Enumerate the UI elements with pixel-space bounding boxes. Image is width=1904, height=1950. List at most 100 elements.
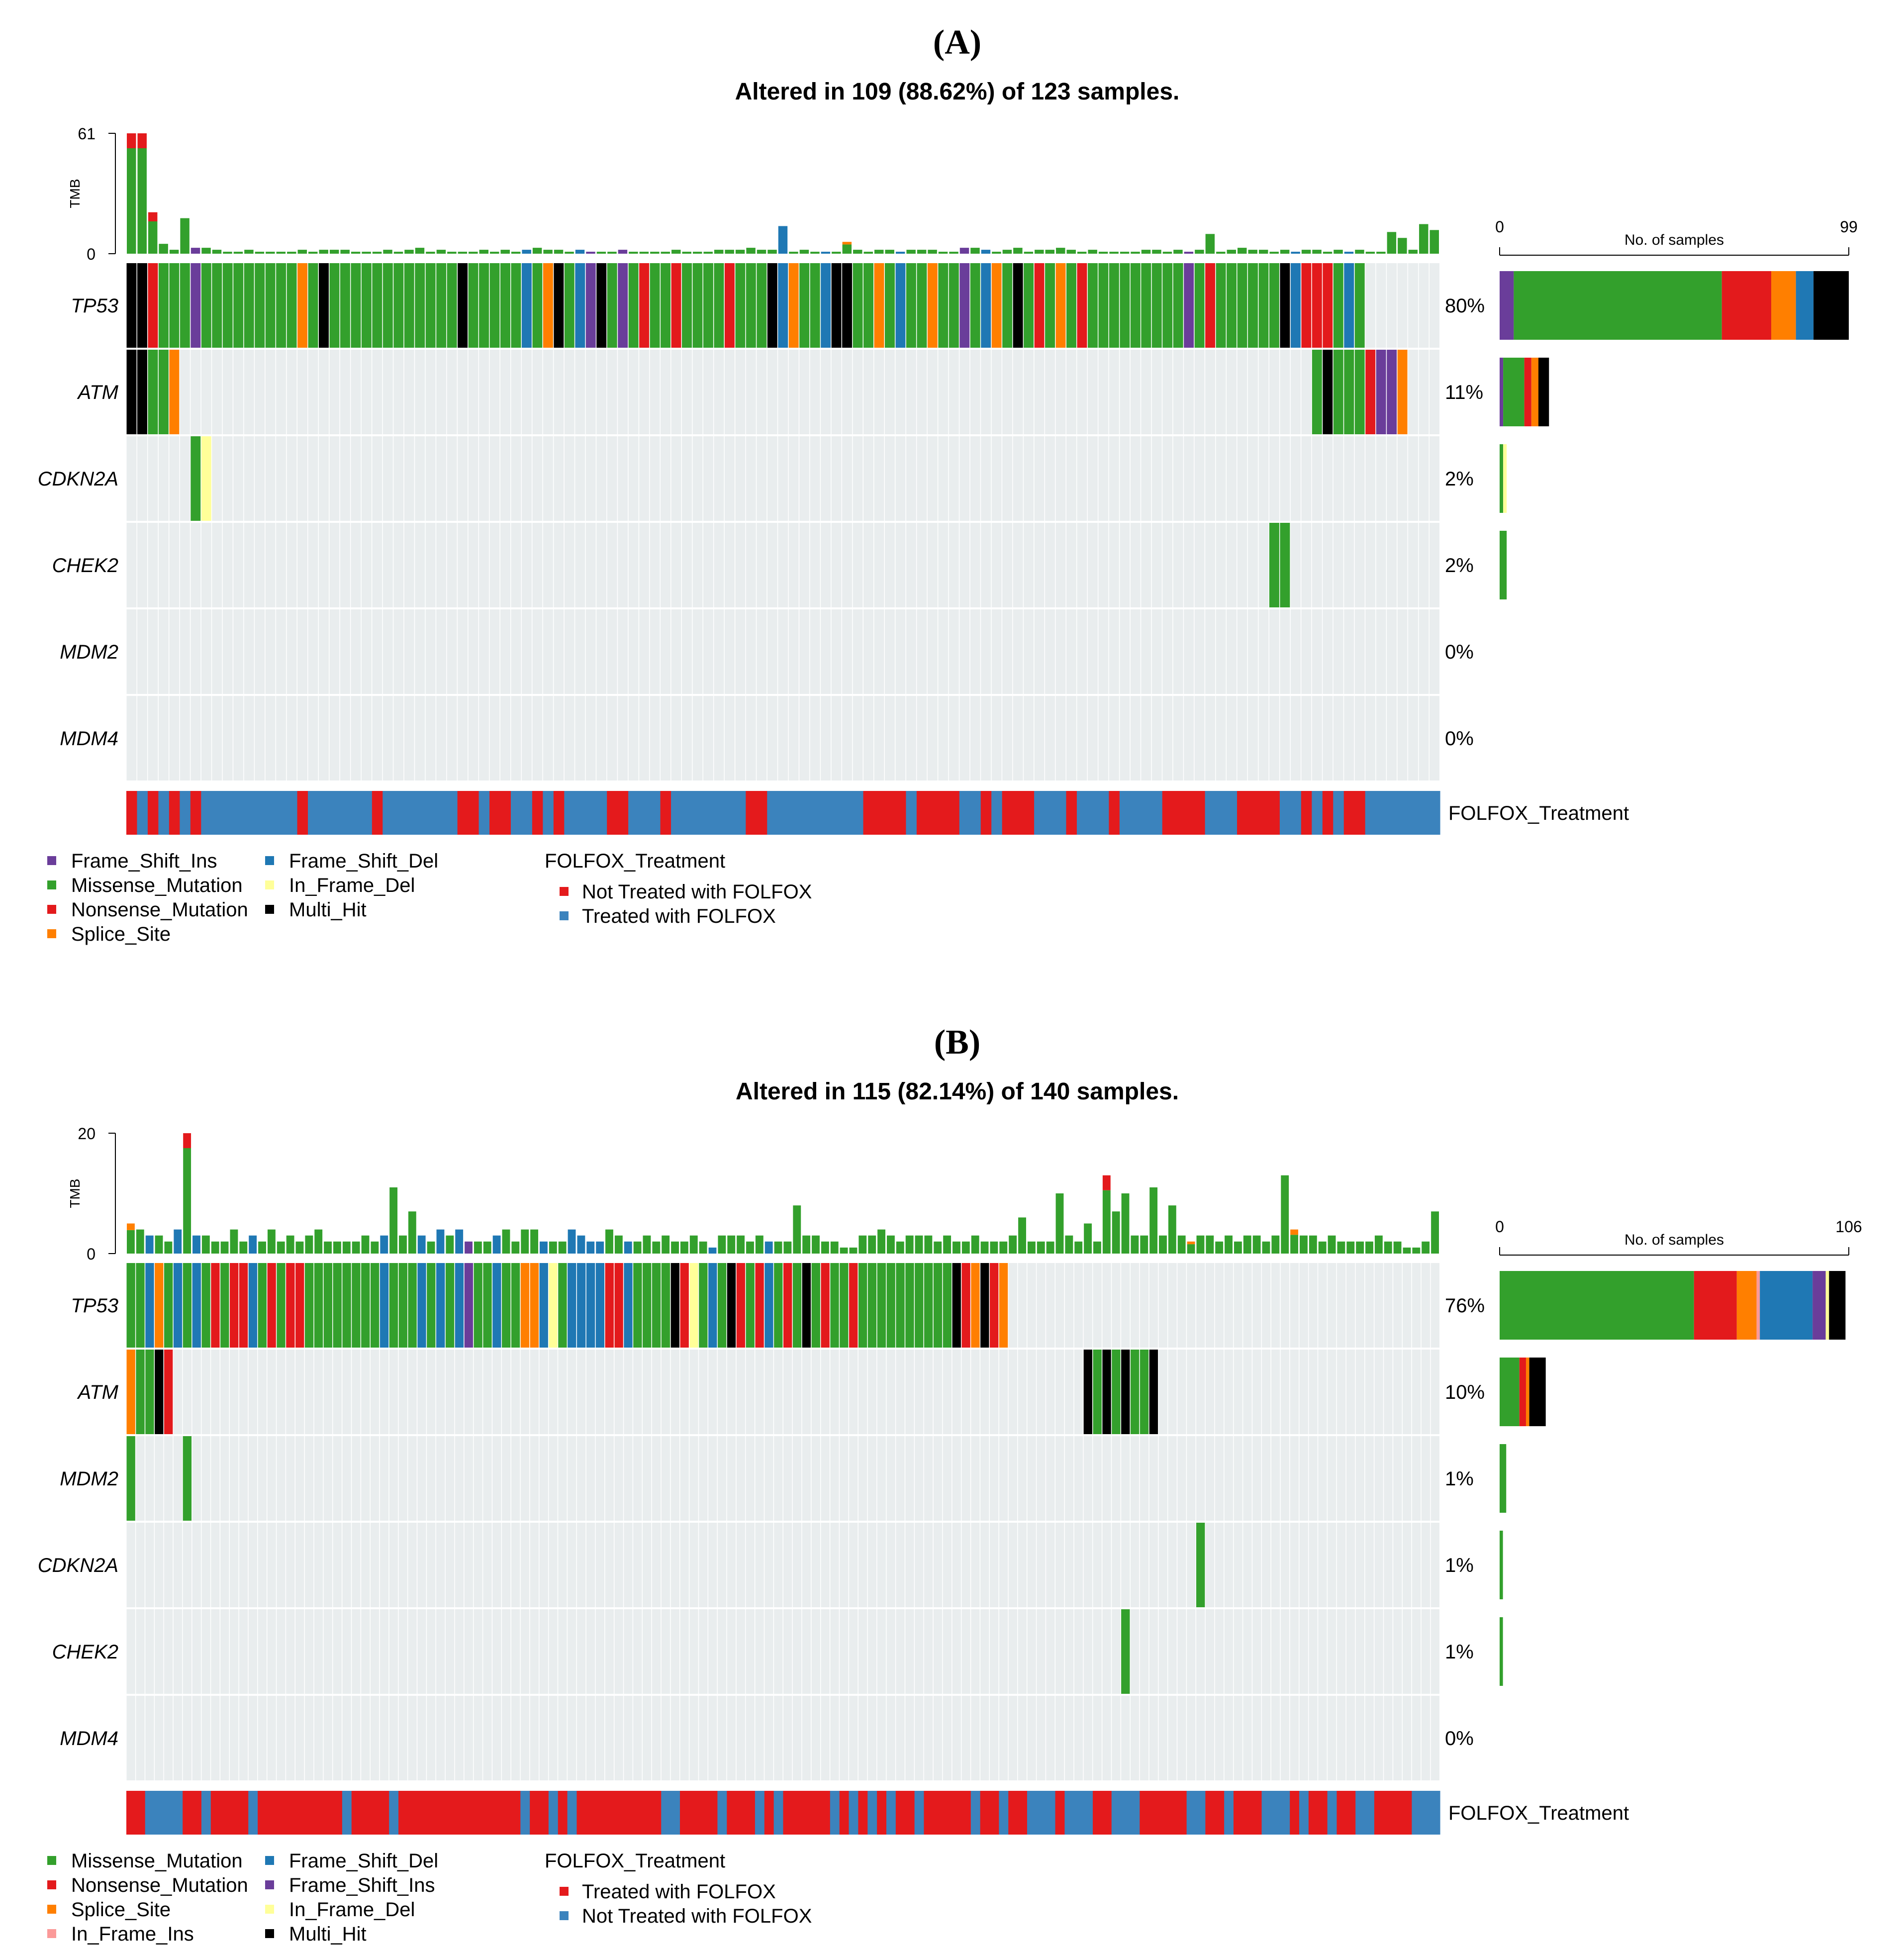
annotation-cell <box>323 1791 333 1835</box>
annotation-cell <box>952 1791 962 1835</box>
matrix-cell <box>990 1609 999 1694</box>
matrix-cell <box>1109 523 1119 607</box>
matrix-cell <box>585 609 596 694</box>
annotation-cell <box>1224 1791 1234 1835</box>
annotation-cell <box>1186 1791 1197 1835</box>
matrix-cell <box>853 350 863 434</box>
tmb-bar <box>895 252 905 254</box>
matrix-cell <box>1205 609 1216 694</box>
matrix-cell <box>959 696 970 780</box>
matrix-cell <box>1093 1609 1102 1694</box>
gene-percent: 0% <box>1445 728 1474 750</box>
matrix-cell <box>474 1696 482 1780</box>
matrix-cell <box>746 350 756 434</box>
annotation-cell <box>190 791 201 835</box>
matrix-cell <box>628 350 639 434</box>
matrix-cell <box>342 1523 351 1607</box>
matrix-cell <box>276 696 286 780</box>
matrix-cell <box>614 1696 623 1780</box>
matrix-cell <box>1008 1436 1018 1521</box>
matrix-cell <box>1252 1609 1261 1694</box>
annotation-cell <box>842 791 853 835</box>
matrix-cell <box>500 523 510 607</box>
tmb-bar <box>474 1241 482 1254</box>
matrix-cell <box>717 1263 727 1348</box>
matrix-cell <box>1387 696 1397 780</box>
matrix-cell <box>1187 1523 1196 1607</box>
matrix-cell <box>1312 263 1322 348</box>
matrix-cell <box>447 696 457 780</box>
matrix-cell <box>489 263 500 348</box>
matrix-cell <box>1299 1523 1308 1607</box>
matrix-cell <box>329 609 340 694</box>
gene-row-atm: ATM 10% <box>77 1350 1485 1434</box>
matrix-cell <box>286 436 297 521</box>
matrix-cell <box>126 1609 135 1694</box>
matrix-cell <box>802 1696 811 1780</box>
matrix-cell <box>532 523 543 607</box>
tmb-bar <box>877 1229 886 1254</box>
matrix-cell <box>361 523 372 607</box>
legend-swatch <box>265 905 274 914</box>
annotation-cell <box>297 791 308 835</box>
matrix-cell <box>230 1609 239 1694</box>
tmb-bar <box>1196 1235 1205 1254</box>
matrix-cell <box>991 696 1002 780</box>
annotation-cell <box>708 1791 718 1835</box>
matrix-cell <box>1269 696 1279 780</box>
annotation-cell <box>295 1791 305 1835</box>
matrix-cell <box>180 609 190 694</box>
matrix-cell <box>1403 1263 1412 1348</box>
matrix-cell <box>1365 1436 1374 1521</box>
annotation-cell <box>425 791 437 835</box>
tmb-bar <box>1131 1235 1139 1254</box>
annotation-cell <box>938 791 949 835</box>
matrix-cell <box>853 609 863 694</box>
matrix-cell <box>192 1523 201 1607</box>
matrix-cell <box>342 1263 351 1348</box>
matrix-cell <box>624 1263 633 1348</box>
matrix-cell <box>1397 696 1408 780</box>
annotation-cell <box>482 1791 493 1835</box>
tmb-bar <box>558 1241 567 1254</box>
matrix-cell <box>521 523 532 607</box>
gene-row-mdm2: MDM2 1% <box>60 1436 1474 1521</box>
annotation-cell <box>340 791 351 835</box>
matrix-cell <box>585 436 596 521</box>
matrix-cell <box>169 523 180 607</box>
matrix-cell <box>201 696 211 780</box>
gene-row-mdm4: MDM4 0% <box>60 1696 1474 1780</box>
annotation-bar <box>126 1791 1440 1835</box>
matrix-cell <box>736 1263 746 1348</box>
tmb-bar <box>286 1235 294 1254</box>
tmb-bar <box>1429 230 1439 254</box>
matrix-cell <box>417 1696 426 1780</box>
matrix-cell <box>1328 1696 1336 1780</box>
matrix-cell <box>595 1436 605 1521</box>
gene-percent: 11% <box>1445 382 1483 403</box>
tmb-bar <box>1045 250 1055 254</box>
matrix-cell <box>605 1436 614 1521</box>
matrix-cell <box>500 436 510 521</box>
matrix-cell <box>532 350 543 434</box>
matrix-cell <box>990 1696 999 1780</box>
matrix-cell <box>917 609 927 694</box>
matrix-cell <box>511 1609 520 1694</box>
matrix-cell <box>393 609 404 694</box>
matrix-cell <box>1149 1436 1158 1521</box>
matrix-cell <box>774 1523 783 1607</box>
annotation-cell <box>180 791 191 835</box>
tmb-bar <box>1238 248 1247 254</box>
tmb-bar <box>849 1247 857 1254</box>
matrix-cell <box>380 1436 389 1521</box>
matrix-cell <box>511 1436 520 1521</box>
matrix-cell <box>511 1523 520 1607</box>
matrix-cell <box>1301 609 1312 694</box>
matrix-cell <box>222 609 233 694</box>
tmb-bar <box>174 1229 182 1254</box>
annotation-cell <box>858 1791 868 1835</box>
matrix-cell <box>1130 1263 1140 1348</box>
annotation-cell <box>830 1791 840 1835</box>
bar-segment <box>1736 1271 1757 1340</box>
matrix-cell <box>445 1436 455 1521</box>
